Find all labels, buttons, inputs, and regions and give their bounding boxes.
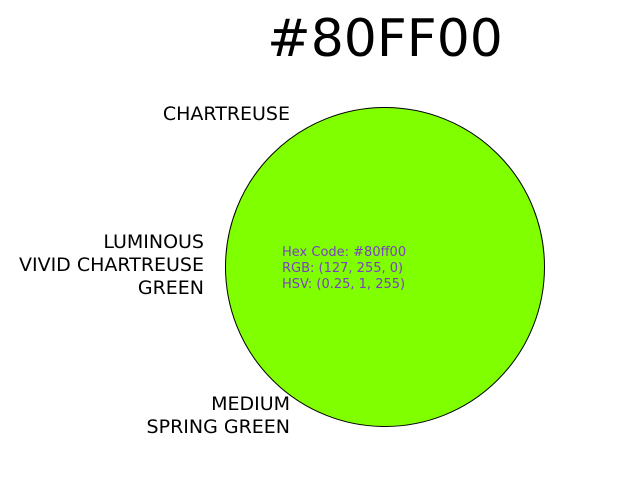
rgb-line: RGB: (127, 255, 0) xyxy=(282,261,404,276)
color-name-line: MEDIUM xyxy=(211,393,290,415)
color-name-line: GREEN xyxy=(137,277,204,299)
color-name-label-top: CHARTREUSE xyxy=(163,103,290,126)
hex-code-line: Hex Code: #80ff00 xyxy=(282,245,407,260)
color-name-line: VIVID CHARTREUSE xyxy=(18,254,204,276)
color-hex-title: #80FF00 xyxy=(267,9,503,69)
color-name-line: LUMINOUS xyxy=(103,231,204,253)
color-name-line: SPRING GREEN xyxy=(146,416,290,438)
hsv-line: HSV: (0.25, 1, 255) xyxy=(282,277,406,292)
color-name-label-middle: LUMINOUS VIVID CHARTREUSE GREEN xyxy=(19,231,204,300)
color-info-text: Hex Code: #80ff00 RGB: (127, 255, 0) HSV… xyxy=(282,245,406,293)
color-name-line: CHARTREUSE xyxy=(162,103,290,125)
color-name-label-bottom: MEDIUM SPRING GREEN xyxy=(147,393,290,439)
color-swatch-circle xyxy=(225,107,545,427)
